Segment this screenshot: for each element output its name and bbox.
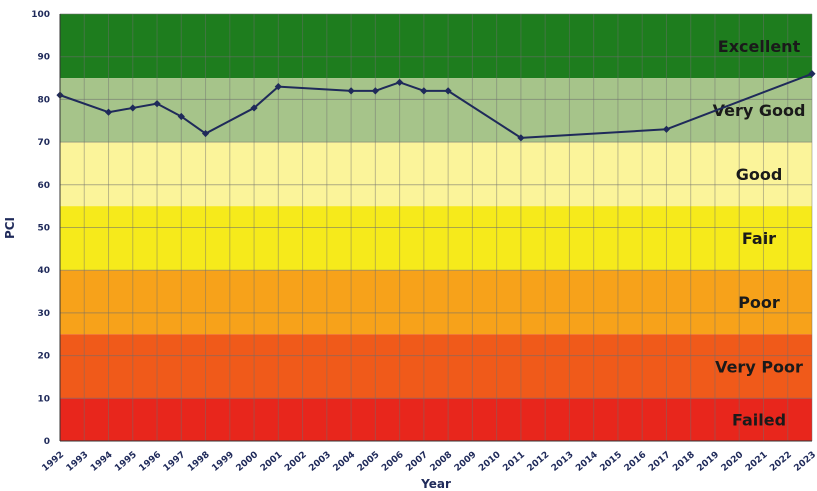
y-tick-label: 70 [37, 138, 50, 148]
data-point [250, 104, 258, 112]
data-point [808, 70, 816, 78]
x-tick-label: 2003 [307, 450, 333, 474]
data-point [444, 87, 452, 95]
x-tick-label: 2008 [429, 450, 455, 474]
y-tick-label: 90 [37, 53, 50, 63]
x-tick-label: 2005 [356, 450, 382, 474]
data-point [201, 129, 210, 138]
y-tick-label: 100 [31, 10, 50, 20]
x-tick-label: 1995 [113, 450, 139, 474]
band-label: Poor [738, 293, 780, 312]
x-tick-label: 2001 [259, 450, 285, 474]
x-tick-label: 2002 [283, 450, 309, 474]
x-tick-label: 2007 [404, 450, 430, 474]
y-tick-label: 40 [37, 266, 50, 276]
band-label: Fair [742, 229, 776, 248]
x-tick-label: 2011 [501, 450, 527, 474]
y-axis-title: PCI [3, 217, 17, 239]
x-tick-label: 2019 [695, 450, 721, 474]
data-point [662, 125, 671, 133]
data-point [396, 78, 404, 86]
x-tick-label: 1997 [162, 450, 188, 474]
y-tick-label: 10 [37, 394, 50, 404]
x-tick-label: 1993 [65, 450, 91, 474]
y-tick-label: 20 [37, 352, 50, 362]
band-good [60, 142, 812, 207]
band-very-good [60, 78, 812, 143]
band-poor [60, 270, 812, 335]
band-excellent [60, 14, 812, 79]
data-point [347, 87, 355, 95]
x-tick-label: 2023 [793, 450, 817, 474]
x-tick-label: 2020 [720, 450, 746, 474]
x-tick-label: 2009 [453, 450, 479, 474]
data-point [371, 87, 379, 95]
band-fair [60, 206, 812, 271]
x-tick-label: 2000 [235, 450, 261, 474]
x-tick-label: 2015 [598, 450, 624, 474]
data-point [274, 82, 282, 91]
y-tick-label: 50 [37, 224, 50, 234]
band-label: Failed [732, 411, 786, 430]
x-tick-label: 1996 [138, 450, 164, 474]
x-tick-label: 2016 [623, 450, 649, 474]
x-tick-label: 2018 [671, 450, 697, 474]
y-tick-label: 60 [37, 181, 50, 191]
data-point [420, 87, 428, 95]
x-tick-label: 2006 [380, 450, 406, 474]
x-axis-title: Year [420, 477, 451, 491]
band-label: Good [736, 165, 783, 184]
y-tick-label: 80 [37, 95, 50, 105]
x-tick-label: 1992 [41, 450, 67, 474]
data-point [153, 100, 161, 108]
data-point [177, 112, 185, 121]
x-tick-label: 1998 [186, 450, 212, 474]
x-tick-label: 2013 [550, 450, 576, 474]
data-point [104, 108, 113, 116]
condition-bands [60, 14, 812, 441]
band-labels: Excellent Very Good Good Fair Poor Very Poor F… [713, 37, 806, 430]
band-label: Excellent [718, 37, 801, 56]
band-label: Very Good [713, 101, 806, 120]
x-tick-label: 2021 [744, 450, 770, 474]
x-tick-label: 2017 [647, 450, 673, 474]
band-failed [60, 398, 812, 441]
y-tick-label: 0 [44, 437, 50, 447]
band-label: Very Poor [715, 357, 803, 376]
band-very-poor [60, 334, 812, 399]
x-tick-label: 2010 [477, 450, 503, 474]
data-point [517, 134, 525, 142]
x-tick-label: 2022 [768, 450, 794, 474]
x-tick-label: 1994 [89, 450, 115, 474]
y-tick-label: 30 [37, 309, 50, 319]
x-tick-label: 2014 [574, 450, 600, 474]
series-line [59, 72, 813, 139]
x-tick-label: 2012 [526, 450, 552, 474]
x-tick-label: 2004 [332, 450, 358, 474]
x-tick-label: 1999 [210, 450, 236, 474]
data-point [129, 104, 137, 112]
